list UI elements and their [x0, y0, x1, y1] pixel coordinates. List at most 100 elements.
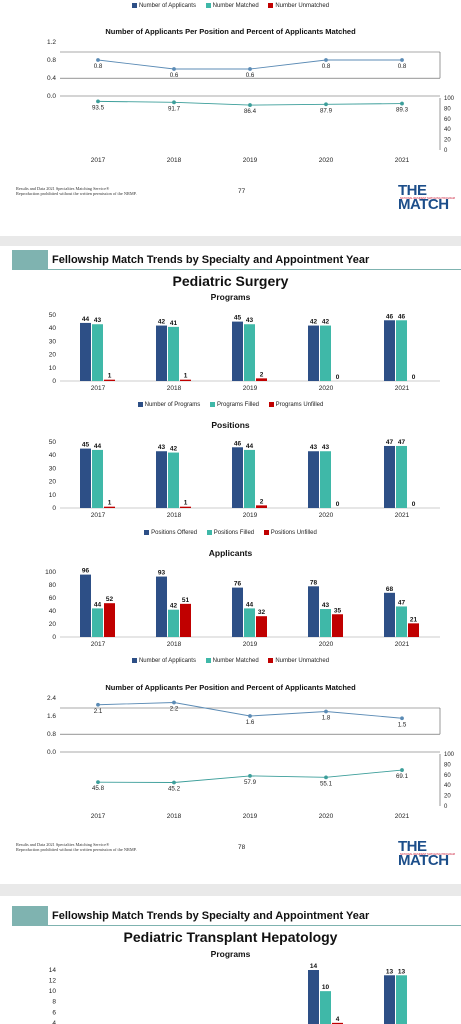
y-tick-label-right: 0 [444, 148, 448, 154]
series-point-left [248, 67, 252, 71]
data-label: 96 [82, 568, 90, 575]
bar-positions-offered [156, 451, 167, 508]
x-tick-label: 2018 [167, 641, 182, 648]
legend-swatch-matched [205, 3, 211, 8]
bar-number-unmatched [104, 603, 115, 637]
y-tick-label-right: 80 [444, 762, 451, 768]
data-label: 51 [182, 597, 190, 604]
bar-positions-offered [80, 448, 91, 508]
x-tick-label: 2020 [319, 157, 334, 164]
bar-series-2 [332, 1022, 343, 1024]
data-label: 47 [398, 599, 406, 606]
positions-title: Positions [211, 420, 250, 430]
y-tick-label: 40 [49, 452, 57, 459]
series-point-right [400, 768, 404, 772]
legend-label: Number of Applicants [138, 3, 196, 10]
data-label: 86.4 [244, 108, 257, 115]
y-tick-label-left: 0.0 [47, 749, 56, 756]
y-tick-label-right: 40 [444, 127, 451, 133]
legend-swatch-navy [144, 530, 150, 535]
data-label: 42 [322, 319, 330, 326]
y-tick-label-left: 0.4 [47, 75, 56, 82]
x-tick-label: 2019 [243, 512, 258, 519]
legend-swatch-teal [206, 530, 212, 535]
x-tick-label: 2017 [91, 813, 106, 820]
data-label: 2.2 [170, 706, 179, 713]
data-label: 91.7 [168, 105, 181, 112]
bar-series-0 [384, 975, 395, 1024]
series-point-left [172, 67, 176, 71]
x-tick-label: 2021 [395, 813, 410, 820]
match-logo: THE MATCH NATIONAL RESIDENT MATCHING PRO… [398, 839, 461, 868]
data-label: 1 [108, 373, 112, 380]
data-label: 76 [234, 581, 242, 588]
bar-positions-offered [308, 451, 319, 508]
data-label: 14 [310, 963, 318, 970]
y-tick-label: 4 [52, 1020, 56, 1024]
y-tick-label-left: 0.0 [47, 93, 56, 100]
page-78: Fellowship Match Trends by Specialty and… [0, 246, 461, 884]
bar-number-of-programs [80, 322, 91, 381]
data-label: 45 [82, 442, 90, 449]
specialty-title: Pediatric Transplant Hepatology [123, 929, 338, 945]
bar-series-0 [308, 970, 319, 1024]
data-label: 2.1 [94, 708, 103, 715]
header-accent [12, 250, 48, 270]
bar-number-unmatched [180, 603, 191, 637]
data-label: 42 [158, 319, 166, 326]
data-label: 68 [386, 586, 394, 593]
y-tick-label-right: 20 [444, 138, 451, 144]
series-point-left [400, 716, 404, 721]
y-tick-label-right: 0 [444, 804, 448, 810]
data-label: 43 [322, 444, 330, 451]
series-point-left [248, 714, 252, 718]
data-label: 78 [310, 579, 318, 586]
legend-label: Number of Applicants [138, 658, 196, 665]
legend-label: Number of Programs [144, 402, 201, 409]
bar-positions-filled [168, 452, 179, 508]
bar-programs-filled [168, 326, 179, 381]
legend-label: Positions Offered [151, 530, 198, 537]
y-tick-label: 40 [49, 325, 57, 332]
applicants-title: Applicants [208, 548, 253, 558]
data-label: 43 [246, 317, 254, 324]
x-tick-label: 2021 [395, 385, 410, 392]
x-tick-label: 2018 [167, 512, 182, 519]
legend-swatch-applicants [131, 3, 137, 8]
legend-label: Number Unmatched [275, 658, 330, 665]
series-point-right [172, 780, 176, 785]
legend-swatch-red [268, 658, 274, 663]
header-rule [48, 269, 461, 270]
data-label: 55.1 [320, 780, 333, 787]
bar-programs-filled [244, 324, 255, 381]
x-tick-label: 2019 [243, 157, 258, 164]
bar-programs-filled [320, 325, 331, 381]
data-label: 93.5 [92, 104, 105, 111]
chart-title: Number of Applicants Per Position and Pe… [105, 27, 356, 36]
y-tick-label: 100 [45, 569, 56, 576]
legend-swatch-teal [205, 658, 211, 663]
bar-positions-offered [232, 447, 243, 508]
data-label: 0.8 [94, 63, 103, 70]
data-label: 43 [322, 602, 330, 609]
data-label: 35 [334, 607, 342, 614]
y-tick-label: 0 [52, 505, 56, 512]
y-tick-label: 50 [49, 312, 57, 319]
x-tick-label: 2017 [91, 385, 106, 392]
bar-positions-filled [396, 445, 407, 508]
x-tick-label: 2018 [167, 157, 182, 164]
x-tick-label: 2019 [243, 641, 258, 648]
ratio-chart: 1.2 0.8 0.4 0.0 100 80 60 40 20 0 0.8 0.6 0.6 0.8 0.8 9… [47, 39, 455, 164]
bar-number-matched [92, 608, 103, 637]
bar-programs-unfilled [180, 379, 191, 381]
bar-series-1 [396, 975, 407, 1024]
y-tick-label: 14 [49, 967, 57, 974]
series-point-right [172, 100, 176, 105]
bar-positions-filled [92, 449, 103, 508]
x-tick-label: 2021 [395, 641, 410, 648]
legend-label: Number Matched [212, 658, 259, 665]
y-tick-label-right: 100 [444, 752, 455, 758]
footer-line: Reproduction prohibited without the writ… [16, 191, 137, 196]
y-tick-label-right: 60 [444, 117, 451, 123]
legend-swatch-unmatched [268, 3, 274, 8]
